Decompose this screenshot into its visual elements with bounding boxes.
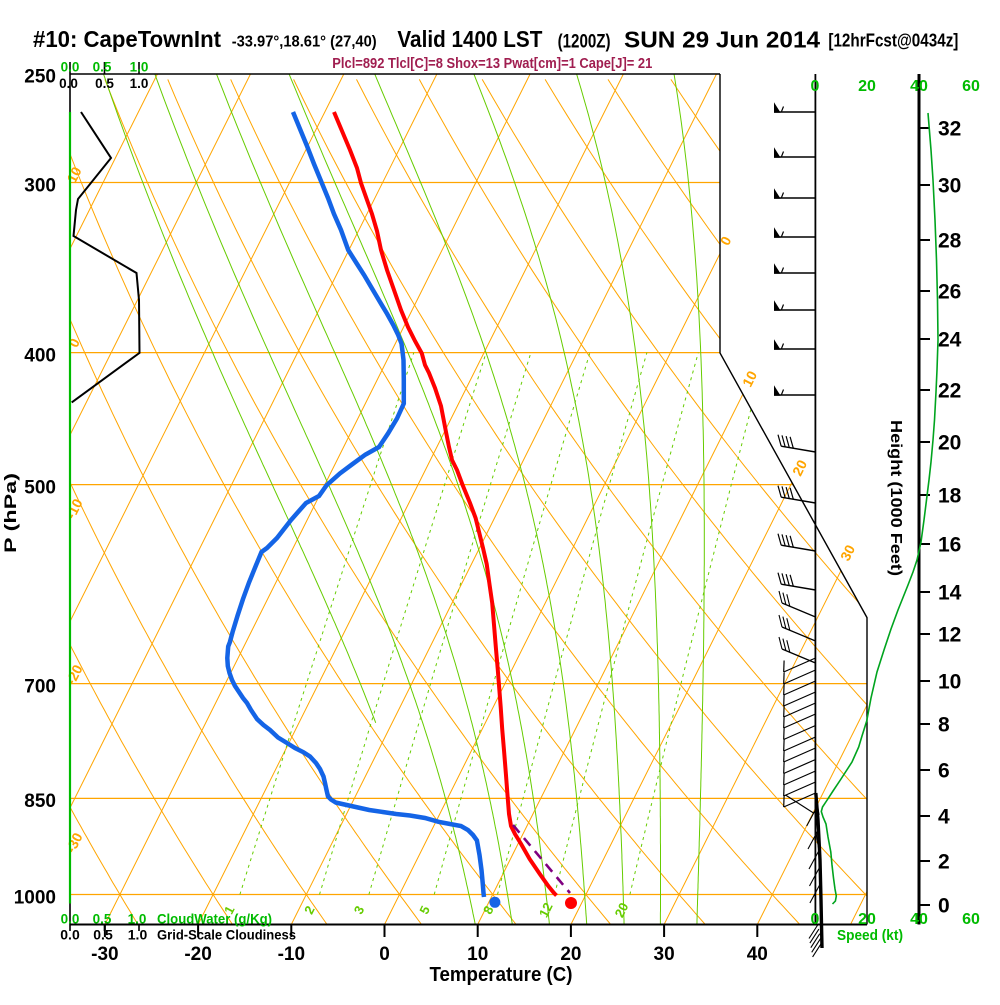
svg-text:60: 60 (962, 78, 980, 95)
svg-text:#10: CapeTownInt: #10: CapeTownInt (33, 26, 221, 52)
svg-text:Height (1000 Feet): Height (1000 Feet) (887, 420, 904, 576)
svg-text:40: 40 (747, 944, 768, 965)
svg-text:CloudWater (g/Kg): CloudWater (g/Kg) (157, 912, 272, 927)
svg-text:20: 20 (938, 432, 961, 455)
svg-text:-10: -10 (278, 944, 305, 965)
svg-text:24: 24 (938, 329, 962, 352)
svg-text:Valid 1400 LST: Valid 1400 LST (397, 26, 543, 52)
svg-text:0.0: 0.0 (59, 76, 78, 91)
svg-text:0: 0 (379, 944, 390, 965)
svg-text:40: 40 (910, 911, 928, 928)
svg-text:400: 400 (24, 345, 56, 366)
svg-text:0.0: 0.0 (61, 60, 80, 75)
svg-text:14: 14 (938, 582, 962, 605)
svg-text:P (hPa): P (hPa) (1, 473, 20, 553)
svg-text:0.0: 0.0 (61, 912, 80, 927)
svg-text:1000: 1000 (14, 887, 56, 908)
svg-text:0.5: 0.5 (95, 76, 114, 91)
svg-text:26: 26 (938, 281, 961, 304)
svg-text:4: 4 (938, 806, 950, 829)
svg-text:20: 20 (560, 944, 581, 965)
svg-text:30: 30 (938, 175, 961, 198)
svg-text:Grid-Scale Cloudiness: Grid-Scale Cloudiness (157, 927, 296, 943)
svg-text:Speed (kt): Speed (kt) (837, 927, 903, 944)
svg-text:700: 700 (24, 676, 56, 697)
svg-text:0.5: 0.5 (93, 60, 112, 75)
svg-text:8: 8 (938, 714, 950, 737)
svg-text:60: 60 (962, 911, 980, 928)
svg-text:(1200Z): (1200Z) (558, 31, 611, 52)
svg-text:250: 250 (24, 66, 56, 87)
svg-text:28: 28 (938, 230, 962, 253)
svg-text:30: 30 (654, 944, 675, 965)
svg-text:10: 10 (938, 671, 961, 694)
svg-text:0: 0 (938, 895, 950, 918)
svg-text:0.5: 0.5 (93, 912, 112, 927)
svg-text:20: 20 (858, 911, 876, 928)
svg-text:Temperature (C): Temperature (C) (430, 964, 573, 986)
svg-text:0.5: 0.5 (93, 927, 113, 943)
svg-text:500: 500 (24, 477, 56, 498)
svg-text:18: 18 (938, 485, 962, 508)
svg-text:300: 300 (24, 175, 56, 196)
svg-text:1.0: 1.0 (130, 76, 149, 91)
svg-text:2: 2 (938, 851, 950, 874)
svg-text:0: 0 (811, 78, 820, 95)
svg-text:SUN 29 Jun 2014: SUN 29 Jun 2014 (624, 27, 820, 53)
svg-text:Plcl=892 Tlcl[C]=8 Shox=13 Pwa: Plcl=892 Tlcl[C]=8 Shox=13 Pwat[cm]=1 Ca… (332, 56, 652, 72)
svg-text:32: 32 (938, 118, 961, 141)
svg-text:[12hrFcst@0434z]: [12hrFcst@0434z] (828, 31, 958, 51)
svg-text:12: 12 (938, 624, 961, 647)
svg-text:6: 6 (938, 760, 950, 783)
svg-text:-33.97°,18.61° (27,40): -33.97°,18.61° (27,40) (232, 34, 377, 51)
svg-text:16: 16 (938, 534, 961, 557)
svg-text:1.0: 1.0 (128, 927, 148, 943)
svg-text:850: 850 (24, 791, 56, 812)
svg-text:40: 40 (910, 78, 928, 95)
svg-text:20: 20 (858, 78, 876, 95)
svg-text:22: 22 (938, 380, 961, 403)
svg-text:10: 10 (467, 944, 488, 965)
svg-text:1.0: 1.0 (130, 60, 149, 75)
svg-text:-20: -20 (184, 944, 211, 965)
svg-text:0.0: 0.0 (60, 927, 80, 943)
svg-text:0: 0 (811, 911, 820, 928)
svg-text:1.0: 1.0 (128, 912, 147, 927)
svg-text:-30: -30 (91, 944, 118, 965)
